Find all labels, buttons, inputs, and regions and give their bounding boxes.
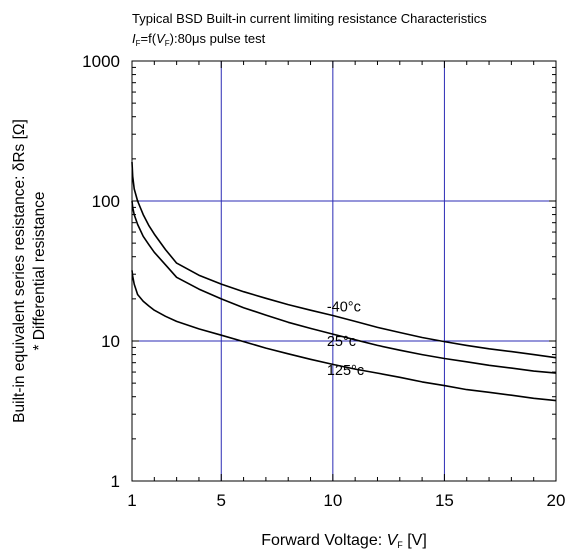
- subtitle-test-condition: ):80μs pulse test: [170, 31, 266, 46]
- series-line: [131, 200, 557, 374]
- series-annotation: -40°c: [327, 300, 361, 316]
- x-axis-label-text: Forward Voltage:: [261, 532, 386, 549]
- x-tick-label: 20: [547, 491, 566, 510]
- x-tick-label: 15: [435, 491, 454, 510]
- subtitle-voltage-subscript: F: [165, 39, 170, 48]
- chart-title: Typical BSD Built-in current limiting re…: [132, 11, 487, 26]
- series-line: [131, 270, 557, 402]
- series-lines: [131, 161, 557, 402]
- subtitle-current-symbol: I: [132, 31, 136, 46]
- series-line: [131, 161, 557, 359]
- chart-subtitle: IF=f(VF):80μs pulse test: [132, 31, 266, 48]
- subtitle-voltage-symbol: V: [156, 31, 166, 46]
- axis-ticks: [131, 60, 557, 482]
- x-axis-label-var: V: [387, 532, 399, 549]
- x-axis-label: Forward Voltage: VF [V]: [261, 532, 427, 550]
- series-annotations: -40°c 25°c 125°c: [327, 300, 364, 380]
- x-axis-label-sub: F: [397, 540, 403, 550]
- series-annotation: 125°c: [327, 363, 364, 379]
- y-tick-label: 100: [92, 192, 120, 211]
- y-axis-label: Built-in equivalent series resistance: δ…: [11, 119, 48, 423]
- grid-lines: [132, 61, 556, 481]
- x-tick-label: 5: [217, 491, 226, 510]
- y-tick-label: 10: [101, 332, 120, 351]
- subtitle-function: =f(: [141, 31, 157, 46]
- y-tick-label: 1000: [82, 52, 120, 71]
- x-tick-label: 1: [127, 491, 136, 510]
- subtitle-current-subscript: F: [136, 39, 141, 48]
- series-annotation: 25°c: [327, 334, 356, 350]
- y-axis-label-line1: Built-in equivalent series resistance: δ…: [11, 119, 28, 423]
- y-axis-label-line2: * Differential resistance: [31, 191, 48, 350]
- y-tick-label: 1: [111, 472, 120, 491]
- plot-frame: [131, 60, 557, 482]
- x-tick-label: 10: [323, 491, 342, 510]
- x-axis-label-unit: [V]: [403, 532, 427, 549]
